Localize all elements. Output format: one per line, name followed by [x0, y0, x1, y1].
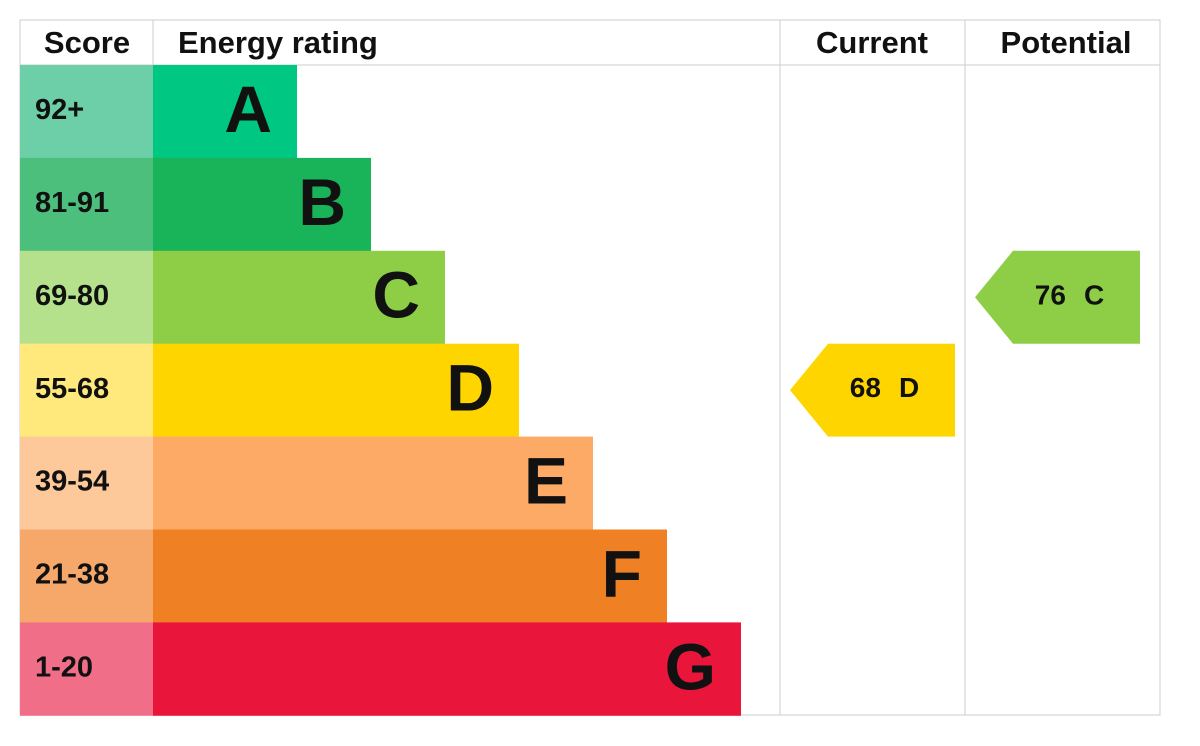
- header-rating: Energy rating: [178, 25, 378, 60]
- current-rating: D: [899, 373, 919, 404]
- rating-bar: [153, 622, 741, 716]
- header-potential: Potential: [1001, 25, 1132, 60]
- score-cell: [20, 157, 153, 252]
- score-cell: [20, 65, 153, 159]
- rating-letter: E: [524, 443, 568, 517]
- score-label: 39-54: [35, 466, 109, 498]
- score-cell: [20, 250, 153, 345]
- potential-rating: C: [1084, 280, 1104, 311]
- potential-label: 76 C: [1035, 280, 1104, 311]
- score-cell: [20, 436, 153, 530]
- score-label: 69-80: [35, 280, 109, 312]
- current-score: 68: [850, 373, 881, 404]
- rating-letter: C: [372, 258, 420, 332]
- score-label: 55-68: [35, 373, 109, 405]
- rating-bar: [153, 436, 593, 530]
- potential-arrow: [975, 250, 1140, 344]
- score-label: 21-38: [35, 559, 109, 591]
- rating-letter: G: [665, 629, 716, 703]
- score-label: 1-20: [35, 652, 93, 684]
- rating-bar: [153, 529, 667, 623]
- rating-bar: [153, 250, 445, 345]
- score-cell: [20, 622, 153, 716]
- rating-letter: B: [298, 165, 346, 239]
- rating-letter: A: [224, 72, 272, 146]
- rating-letter: D: [446, 351, 494, 425]
- rating-bar: [153, 343, 519, 438]
- current-label: 68 D: [850, 373, 919, 404]
- score-cell: [20, 343, 153, 438]
- score-cell: [20, 529, 153, 623]
- header-current: Current: [816, 25, 928, 60]
- rating-bar: [153, 157, 371, 252]
- rating-bar: [153, 65, 297, 159]
- rating-letter: F: [602, 536, 642, 610]
- potential-score: 76: [1035, 280, 1066, 311]
- header-score: Score: [44, 25, 130, 60]
- current-arrow: [790, 343, 955, 437]
- score-label: 92+: [35, 94, 84, 126]
- score-label: 81-91: [35, 187, 109, 219]
